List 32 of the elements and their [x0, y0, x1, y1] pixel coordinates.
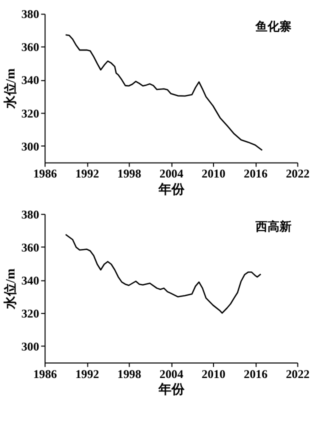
line-series	[64, 34, 263, 151]
x-tick-label: 1998	[117, 366, 142, 381]
x-tick-label: 1986	[33, 366, 58, 381]
y-axis-title: 水位/m	[3, 68, 18, 110]
x-tick-label: 1998	[117, 166, 142, 181]
y-tick-label: 340	[21, 73, 40, 88]
text: 鱼化寨	[254, 20, 292, 34]
line-series	[64, 234, 262, 314]
y-tick-label: 320	[21, 106, 40, 120]
x-tick-label: 2010	[202, 366, 226, 381]
y-tick-label: 320	[21, 306, 40, 320]
y-axis-title: 水位/m	[3, 268, 18, 310]
x-tick-label: 2016	[244, 166, 268, 181]
x-tick-label: 1986	[33, 166, 58, 181]
y-tick-label: 360	[21, 240, 40, 254]
y-tick-label: 380	[21, 7, 40, 22]
y-tick-label: 360	[21, 40, 40, 54]
x-tick-label: 2016	[244, 366, 268, 381]
y-tick-label: 300	[21, 139, 40, 154]
x-tick-label: 2022	[286, 366, 310, 381]
x-tick-label: 2022	[286, 166, 310, 181]
y-tick-label: 340	[21, 273, 40, 288]
x-tick-label: 2004	[160, 166, 184, 181]
x-axis-title: 年份	[157, 182, 186, 197]
x-tick-label: 2010	[202, 166, 226, 181]
x-tick-label: 2004	[160, 366, 184, 381]
x-axis-title: 年份	[157, 382, 186, 397]
text: 西高新	[254, 220, 292, 234]
x-tick-label: 1992	[75, 166, 100, 181]
y-tick-label: 380	[21, 207, 40, 222]
y-tick-label: 300	[21, 339, 40, 354]
x-tick-label: 1992	[75, 366, 100, 381]
